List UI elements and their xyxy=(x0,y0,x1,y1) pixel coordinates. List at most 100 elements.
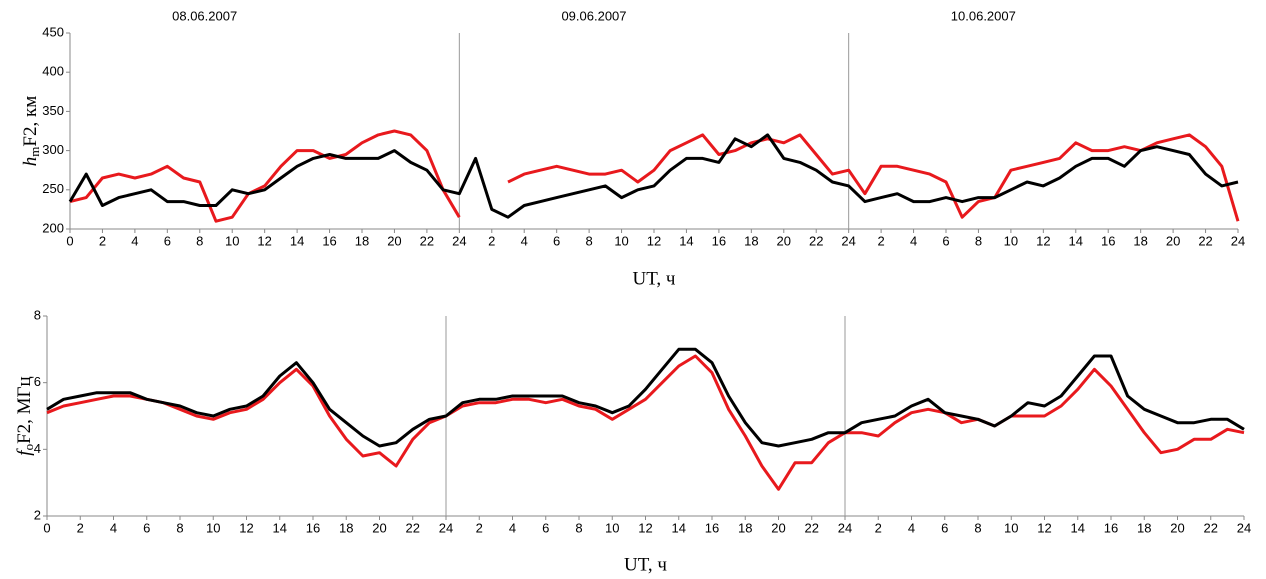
x-tick-label: 6 xyxy=(143,520,150,535)
x-tick-label: 12 xyxy=(1036,233,1050,248)
x-tick-label: 4 xyxy=(910,233,917,248)
x-tick-label: 12 xyxy=(1037,520,1051,535)
x-tick-label: 20 xyxy=(372,520,386,535)
y-tick-label: 250 xyxy=(42,181,64,196)
series-line xyxy=(46,347,1245,448)
x-tick-label: 14 xyxy=(290,233,304,248)
x-tick-label: 20 xyxy=(1166,233,1180,248)
x-tick-label: 18 xyxy=(744,233,758,248)
x-tick-label: 8 xyxy=(575,520,582,535)
x-tick-label: 24 xyxy=(838,520,852,535)
x-tick-label: 18 xyxy=(738,520,752,535)
y-label-sub: m xyxy=(27,147,42,157)
x-tick-label: 4 xyxy=(521,233,528,248)
y-label-main: h xyxy=(20,157,41,167)
x-tick-label: 18 xyxy=(1133,233,1147,248)
x-tick-label: 14 xyxy=(1069,233,1083,248)
x-tick-label: 20 xyxy=(771,520,785,535)
x-tick-label: 2 xyxy=(77,520,84,535)
x-tick-label: 24 xyxy=(841,233,855,248)
x-tick-label: 2 xyxy=(476,520,483,535)
y-tick-label: 350 xyxy=(42,103,64,118)
x-tick-label: 8 xyxy=(176,520,183,535)
x-tick-label: 14 xyxy=(672,520,686,535)
y-label-sub: o xyxy=(21,444,36,451)
x-tick-label: 6 xyxy=(942,233,949,248)
x-tick-label: 10 xyxy=(614,233,628,248)
x-tick-label: 2 xyxy=(488,233,495,248)
x-tick-label: 10 xyxy=(1004,233,1018,248)
x-tick-label: 22 xyxy=(1198,233,1212,248)
x-tick-label: 10 xyxy=(206,520,220,535)
x-tick-label: 10 xyxy=(605,520,619,535)
x-tick-label: 8 xyxy=(196,233,203,248)
y-tick-label: 200 xyxy=(42,220,64,235)
x-tick-label: 14 xyxy=(273,520,287,535)
x-tick-label: 24 xyxy=(1237,520,1251,535)
x-tick-label: 2 xyxy=(99,233,106,248)
y-tick-label: 4 xyxy=(34,441,41,456)
x-tick-label: 22 xyxy=(406,520,420,535)
day-label: 09.06.2007 xyxy=(561,8,626,23)
y-tick-label: 300 xyxy=(42,142,64,157)
x-axis-label: UT, ч xyxy=(633,268,676,289)
x-tick-label: 16 xyxy=(306,520,320,535)
x-axis-label: UT, ч xyxy=(624,554,667,575)
y-label-main: f xyxy=(14,448,35,456)
x-tick-label: 6 xyxy=(941,520,948,535)
y-tick-label: 8 xyxy=(34,307,41,322)
x-tick-label: 0 xyxy=(66,233,73,248)
x-tick-label: 24 xyxy=(452,233,466,248)
x-tick-label: 24 xyxy=(1231,233,1245,248)
x-tick-label: 6 xyxy=(164,233,171,248)
x-tick-label: 18 xyxy=(339,520,353,535)
x-tick-label: 20 xyxy=(1170,520,1184,535)
x-tick-label: 10 xyxy=(225,233,239,248)
x-tick-label: 2 xyxy=(877,233,884,248)
x-tick-label: 16 xyxy=(1101,233,1115,248)
x-tick-label: 8 xyxy=(975,233,982,248)
x-tick-label: 4 xyxy=(131,233,138,248)
x-tick-label: 14 xyxy=(679,233,693,248)
x-tick-label: 20 xyxy=(387,233,401,248)
x-tick-label: 4 xyxy=(110,520,117,535)
x-tick-label: 16 xyxy=(705,520,719,535)
x-tick-label: 22 xyxy=(809,233,823,248)
x-tick-label: 20 xyxy=(777,233,791,248)
y-label-rest: F2, МГц xyxy=(14,376,35,444)
x-tick-label: 18 xyxy=(355,233,369,248)
x-tick-label: 24 xyxy=(439,520,453,535)
x-tick-label: 16 xyxy=(712,233,726,248)
x-tick-label: 10 xyxy=(1004,520,1018,535)
y-tick-label: 400 xyxy=(42,64,64,79)
x-tick-label: 22 xyxy=(1204,520,1218,535)
x-tick-label: 4 xyxy=(908,520,915,535)
y-tick-label: 450 xyxy=(42,24,64,39)
x-tick-label: 12 xyxy=(638,520,652,535)
y-tick-label: 6 xyxy=(34,374,41,389)
x-tick-label: 18 xyxy=(1137,520,1151,535)
y-label-rest: F2, км xyxy=(20,96,41,147)
series-line xyxy=(68,133,1239,219)
x-tick-label: 12 xyxy=(257,233,271,248)
y-axis-label: foF2, МГц xyxy=(14,376,36,455)
day-label: 10.06.2007 xyxy=(951,8,1016,23)
x-tick-label: 4 xyxy=(509,520,516,535)
x-tick-label: 12 xyxy=(647,233,661,248)
y-tick-label: 2 xyxy=(34,507,41,522)
x-tick-label: 16 xyxy=(322,233,336,248)
x-tick-label: 8 xyxy=(585,233,592,248)
y-axis-label: hmF2, км xyxy=(20,96,42,166)
series-line xyxy=(46,354,1245,491)
x-tick-label: 6 xyxy=(542,520,549,535)
x-tick-label: 22 xyxy=(805,520,819,535)
x-tick-label: 12 xyxy=(239,520,253,535)
x-tick-label: 0 xyxy=(43,520,50,535)
x-tick-label: 22 xyxy=(420,233,434,248)
x-tick-label: 2 xyxy=(875,520,882,535)
series-line xyxy=(69,129,1240,223)
x-tick-label: 16 xyxy=(1104,520,1118,535)
x-tick-label: 14 xyxy=(1071,520,1085,535)
x-tick-label: 6 xyxy=(553,233,560,248)
